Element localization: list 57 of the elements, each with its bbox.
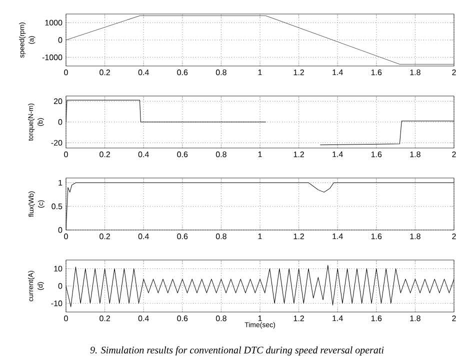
x-tick-label: 0.2 — [100, 316, 110, 322]
x-tick-label: 2 — [452, 70, 456, 76]
x-tick-label: 1 — [258, 152, 262, 158]
x-tick-label: 1.6 — [371, 152, 382, 158]
x-tick-label: 1.8 — [410, 316, 420, 322]
x-tick-label: 0.4 — [138, 70, 149, 76]
x-tick-label: 0.8 — [216, 316, 226, 322]
y-tick-label: 10 — [54, 266, 62, 272]
x-tick-label: 0.8 — [216, 152, 226, 158]
x-tick-label: 0.4 — [138, 234, 149, 240]
text: 9. Simulation results for conventional DTC during speed reversal operati — [90, 346, 384, 356]
y-tick-label: 1 — [58, 180, 62, 186]
x-tick-label: 0.8 — [216, 70, 226, 76]
y-tick-label: 0 — [58, 283, 62, 289]
x-tick-label: 1.6 — [371, 234, 382, 240]
x-tick-label: 2 — [452, 234, 456, 240]
x-tick-label: 1.8 — [410, 70, 420, 76]
x-tick-label: 0.2 — [100, 152, 110, 158]
x-tick-label: 0.4 — [138, 152, 149, 158]
x-tick-label: 0 — [64, 152, 68, 158]
x-tick-label: 2 — [452, 152, 456, 158]
y-tick-label: -1000 — [42, 54, 62, 60]
x-tick-label: 1.4 — [332, 152, 343, 158]
x-tick-label: 1.4 — [332, 234, 343, 240]
y-tick-label: 0 — [58, 119, 62, 125]
x-tick-label: 0.2 — [100, 234, 110, 240]
x-tick-label: 1.4 — [332, 316, 343, 322]
x-tick-label: 1 — [258, 234, 262, 240]
x-tick-label: 1.8 — [410, 152, 420, 158]
x-tick-label: 0.6 — [177, 316, 188, 322]
x-tick-label: 0.6 — [177, 234, 188, 240]
y-tick-label: -20 — [51, 140, 62, 146]
x-tick-label: 1.4 — [332, 70, 343, 76]
y-tick-label: -10 — [51, 300, 62, 306]
y-tick-label: 0.5 — [52, 204, 62, 210]
x-tick-label: 0.2 — [100, 70, 110, 76]
x-tick-label: 1.6 — [371, 70, 382, 76]
x-tick-label: 1.2 — [294, 234, 304, 240]
y-tick-label: 1000 — [45, 20, 62, 26]
y-tick-label: 20 — [54, 98, 62, 104]
y-tick-label: 0 — [58, 37, 62, 43]
x-tick-label: 1.2 — [294, 70, 304, 76]
x-tick-label: 1.2 — [294, 316, 304, 322]
x-tick-label: 0.4 — [138, 316, 149, 322]
x-tick-label: 2 — [452, 316, 456, 322]
x-tick-label: 1 — [258, 316, 262, 322]
x-tick-label: 0.6 — [177, 70, 188, 76]
x-tick-label: 1 — [258, 70, 262, 76]
x-tick-label: 0 — [64, 234, 68, 240]
x-tick-label: 0.6 — [177, 152, 188, 158]
x-tick-label: 0.8 — [216, 234, 226, 240]
x-tick-label: 1.8 — [410, 234, 420, 240]
x-tick-label: 0 — [64, 70, 68, 76]
x-tick-label: 0 — [64, 316, 68, 322]
x-tick-label: 1.6 — [371, 316, 382, 322]
x-tick-label: 1.2 — [294, 152, 304, 158]
y-tick-label: 0 — [58, 227, 62, 233]
